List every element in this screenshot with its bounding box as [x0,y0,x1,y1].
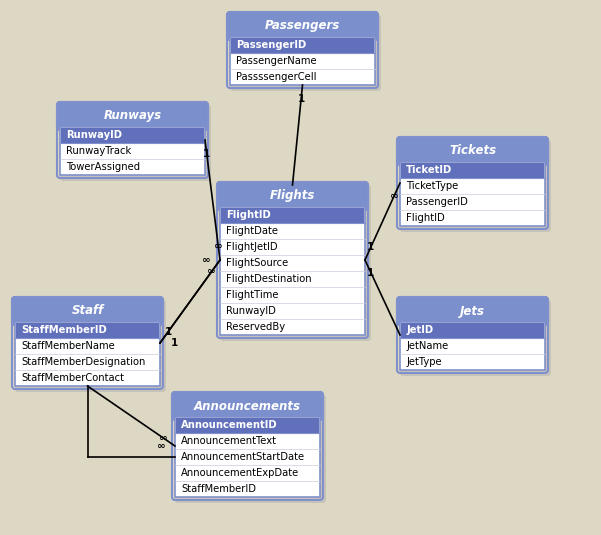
FancyBboxPatch shape [175,395,326,503]
FancyBboxPatch shape [217,182,368,210]
Text: Runways: Runways [103,110,162,123]
Text: FlightID: FlightID [406,213,445,223]
Text: RunwayID: RunwayID [66,130,122,140]
Text: RunwayTrack: RunwayTrack [66,146,131,156]
Text: RunwayID: RunwayID [226,306,276,316]
Bar [60,127,205,175]
Text: StaffMemberID: StaffMemberID [21,325,107,335]
Text: 1: 1 [367,242,374,253]
Text: Jets: Jets [460,304,485,317]
Text: PassengerID: PassengerID [406,197,468,207]
Text: TowerAssigned: TowerAssigned [66,162,140,172]
Text: PassssengerCell: PassssengerCell [236,72,317,82]
Text: AnnouncementExpDate: AnnouncementExpDate [181,468,299,478]
Text: FlightJetID: FlightJetID [226,242,278,252]
Bar [231,38,374,53]
Text: AnnouncementText: AnnouncementText [181,436,277,446]
FancyBboxPatch shape [60,105,211,181]
Text: StaffMemberID: StaffMemberID [181,484,256,494]
Text: FlightDate: FlightDate [226,226,278,236]
Bar [400,322,545,370]
Text: FlightDestination: FlightDestination [226,274,312,284]
Text: PassengerID: PassengerID [236,40,307,50]
Text: JetID: JetID [406,325,433,335]
Text: 1: 1 [297,94,305,104]
Bar [15,322,160,386]
Text: 1: 1 [367,268,374,278]
Text: AnnouncementID: AnnouncementID [181,420,278,430]
FancyBboxPatch shape [220,185,371,341]
Text: TicketID: TicketID [406,165,452,175]
FancyBboxPatch shape [400,140,551,232]
FancyBboxPatch shape [227,12,378,40]
Text: PassengerName: PassengerName [236,56,317,66]
Text: JetType: JetType [406,357,442,367]
Text: TicketType: TicketType [406,181,458,191]
Text: ∞: ∞ [207,266,216,277]
Text: StaffMemberName: StaffMemberName [21,341,115,351]
FancyBboxPatch shape [397,137,548,165]
Bar [221,208,364,223]
Text: ReservedBy: ReservedBy [226,322,285,332]
Bar [401,163,544,178]
Bar [401,323,544,338]
Bar [175,417,320,497]
Bar [61,128,204,143]
Bar [16,323,159,338]
Text: ∞: ∞ [159,433,168,443]
Text: StaffMemberContact: StaffMemberContact [21,373,124,383]
Text: Flights: Flights [270,189,315,203]
FancyBboxPatch shape [397,297,548,325]
Text: Staff: Staff [72,304,103,317]
FancyBboxPatch shape [57,102,208,130]
Bar [400,162,545,226]
Text: ∞: ∞ [202,255,210,265]
Text: ∞: ∞ [390,191,398,201]
Text: FlightTime: FlightTime [226,290,278,300]
Text: ∞: ∞ [157,441,165,451]
Text: 1: 1 [165,327,172,337]
Text: JetName: JetName [406,341,448,351]
Text: ∞: ∞ [214,241,222,251]
Text: 1: 1 [170,338,178,348]
Bar [176,418,319,433]
Text: AnnouncementStartDate: AnnouncementStartDate [181,452,305,462]
Text: 1: 1 [203,149,210,159]
FancyBboxPatch shape [172,392,323,420]
Bar [230,37,375,85]
Text: Passengers: Passengers [265,19,340,33]
Text: FlightID: FlightID [226,210,270,220]
FancyBboxPatch shape [12,297,163,325]
FancyBboxPatch shape [230,15,381,91]
FancyBboxPatch shape [15,300,166,392]
Bar [220,207,365,335]
Text: FlightSource: FlightSource [226,258,288,268]
Text: Tickets: Tickets [449,144,496,157]
FancyBboxPatch shape [400,300,551,376]
Text: Announcements: Announcements [194,400,301,412]
Text: StaffMemberDesignation: StaffMemberDesignation [21,357,145,367]
